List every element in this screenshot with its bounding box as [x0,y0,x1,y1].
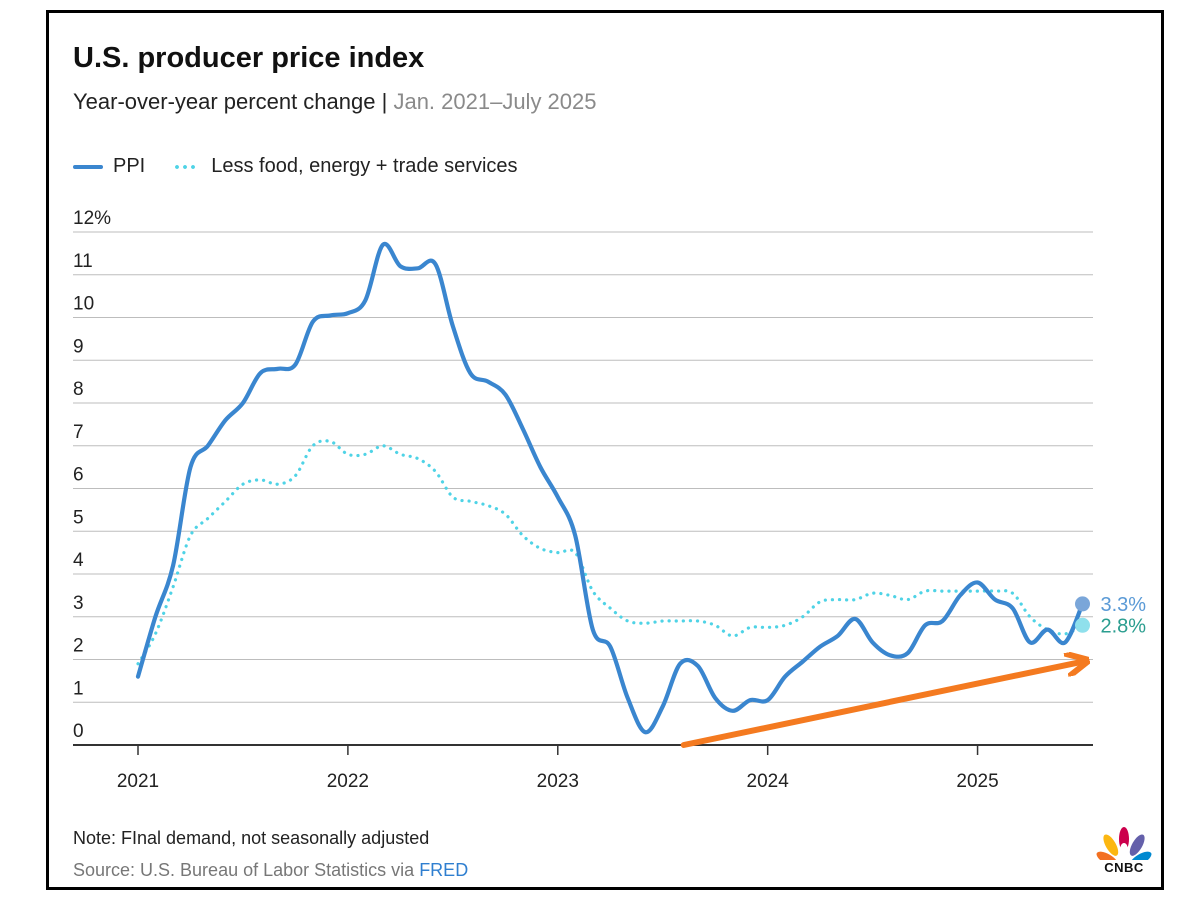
grid-layer [73,231,1093,703]
legend-swatch-ppi [73,164,103,169]
legend-item-core: Less food, energy + trade services [173,155,518,178]
trend-arrow [680,662,1083,748]
chart-frame [46,10,1164,890]
y-tick-label: 0 [73,721,84,742]
legend-label-core: Less food, energy + trade services [211,155,518,177]
y-tick-label: 5 [73,507,84,528]
y-tick-label: 3 [73,593,84,614]
y-tick-label: 12% [73,208,111,229]
series-line-ppi [135,241,1085,735]
y-tick-label: 4 [73,550,84,571]
x-tick-label: 2025 [956,771,998,792]
chart-legend: PPI Less food, energy + trade services [73,155,546,178]
y-tick-label: 10 [73,294,94,315]
x-tick-label: 2024 [747,771,790,792]
end-marker-core [1075,617,1091,633]
subtitle-main: Year-over-year percent change [73,89,376,114]
y-tick-label: 1 [73,678,84,699]
y-tick-label: 11 [73,251,93,272]
cnbc-logo: CNBC [1094,826,1154,878]
series-layer [135,241,1091,735]
end-marker-ppi [1075,596,1091,612]
y-tick-label: 2 [73,636,84,657]
annotation-layer [680,662,1083,748]
chart-title: U.S. producer price index [73,42,425,74]
peacock-icon [1096,827,1152,867]
subtitle-separator: | [381,89,388,114]
source-prefix: Source: U.S. Bureau of Labor Statistics … [73,860,415,880]
series-line-core [136,439,1085,666]
y-tick-label: 7 [73,422,84,443]
chart-note: Note: FInal demand, not seasonally adjus… [73,828,430,848]
chart-source: Source: U.S. Bureau of Labor Statistics … [73,860,468,881]
y-tick-label: 9 [73,336,84,357]
x-tick-label: 2022 [327,771,369,792]
end-label-ppi: 3.3% [1101,594,1147,616]
legend-item-ppi: PPI [73,155,145,178]
cnbc-logo-text: CNBC [1104,860,1144,875]
label-layer: 3.3%2.8% [1101,594,1147,637]
x-tick-label: 2023 [537,771,579,792]
x-tick-label: 2021 [117,771,159,792]
y-tick-label: 8 [73,379,84,400]
y-tick-label: 6 [73,465,84,486]
source-link-fred[interactable]: FRED [419,860,469,880]
subtitle-range: Jan. 2021–July 2025 [393,89,597,114]
legend-swatch-core [173,164,200,169]
end-label-core: 2.8% [1101,615,1147,637]
legend-label-ppi: PPI [113,155,146,177]
chart-subtitle: Year-over-year percent change | Jan. 202… [73,89,597,115]
